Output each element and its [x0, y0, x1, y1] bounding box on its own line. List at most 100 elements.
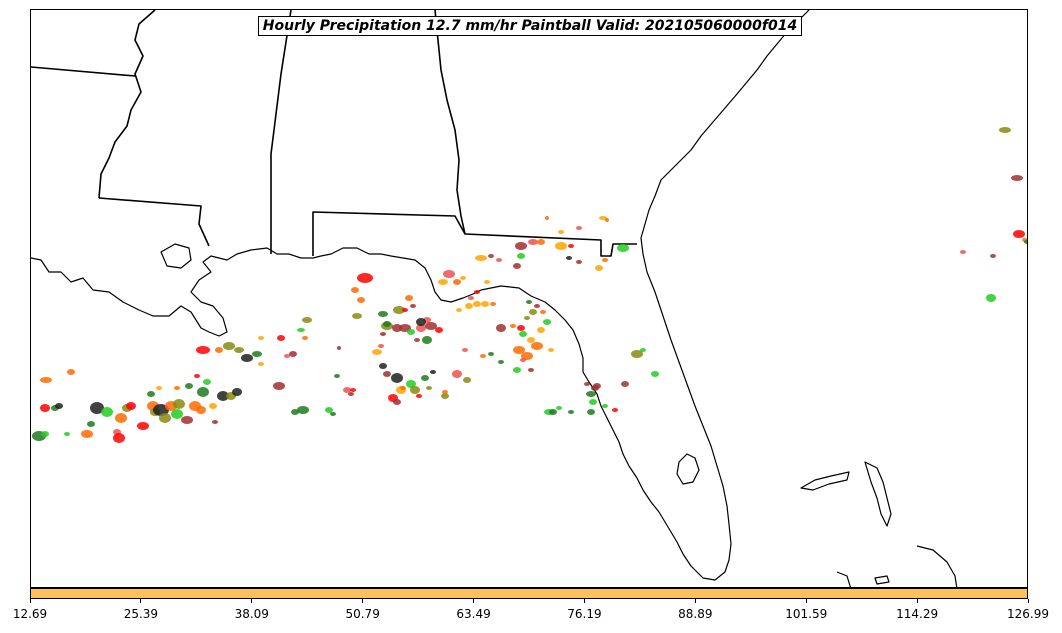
- precip-blob: [498, 360, 504, 364]
- precip-blob: [425, 322, 437, 330]
- precip-blob: [496, 258, 502, 262]
- precip-blob: [441, 393, 449, 399]
- precip-blob: [90, 402, 104, 414]
- bahamas-island-1: [800, 471, 850, 491]
- colorbar-tick: [694, 599, 696, 603]
- precip-blob: [480, 354, 486, 358]
- colorbar-tick: [805, 599, 807, 603]
- precip-blob: [617, 244, 629, 252]
- precip-blob: [462, 348, 468, 352]
- precip-blob: [297, 406, 309, 414]
- precip-blob: [101, 407, 113, 417]
- precip-blob: [64, 432, 70, 436]
- precip-blob: [545, 216, 549, 220]
- precip-blob: [999, 127, 1011, 133]
- precip-blob: [55, 403, 63, 409]
- precip-blob: [474, 290, 480, 294]
- precip-blob: [540, 310, 546, 314]
- precip-blob: [87, 421, 95, 427]
- mississippi-alabama-border: [270, 10, 292, 254]
- colorbar-tick-label: 63.49: [456, 607, 491, 621]
- precip-blob: [421, 375, 429, 381]
- precip-blob: [383, 371, 391, 377]
- bahamas-island-3: [916, 545, 958, 587]
- precip-blob: [548, 348, 554, 352]
- precip-blob: [159, 413, 171, 423]
- precip-blob: [631, 350, 643, 358]
- precip-blob: [528, 239, 538, 245]
- precip-blob: [380, 332, 386, 336]
- precip-blob: [252, 351, 262, 357]
- precip-blob: [223, 342, 235, 350]
- precip-blob: [416, 318, 426, 326]
- precip-blob: [410, 386, 420, 394]
- precip-blob: [990, 254, 996, 258]
- precip-blob: [515, 242, 527, 250]
- precip-blob: [986, 294, 996, 302]
- precip-blob: [402, 308, 408, 312]
- precip-blob: [531, 342, 543, 350]
- colorbar-tick-label: 50.79: [345, 607, 380, 621]
- precip-blob: [529, 309, 537, 315]
- precip-blob: [468, 296, 474, 300]
- precip-blob: [232, 388, 242, 396]
- precip-blob: [481, 301, 489, 307]
- precip-blob: [1011, 175, 1023, 181]
- precip-blob: [406, 380, 416, 388]
- precip-blob: [416, 394, 422, 398]
- precip-blob: [126, 402, 136, 410]
- precip-blob: [258, 362, 264, 366]
- precip-blob: [277, 335, 285, 341]
- precip-blob: [510, 324, 516, 328]
- precip-blob: [194, 374, 200, 378]
- precip-blob: [81, 430, 93, 438]
- precip-blob: [215, 347, 223, 353]
- precip-blob: [378, 311, 388, 317]
- precip-blob: [203, 379, 211, 385]
- precip-blob: [496, 324, 506, 332]
- precip-blob: [325, 407, 333, 413]
- bahamas-island-5: [874, 575, 890, 585]
- precip-blob: [520, 358, 526, 362]
- precip-blob: [584, 382, 590, 386]
- precip-blob: [621, 381, 629, 387]
- precip-blob: [302, 317, 312, 323]
- precip-blob: [351, 287, 359, 293]
- florida-coastline: [480, 10, 810, 581]
- precip-blob: [576, 260, 582, 264]
- precip-blob: [475, 255, 487, 261]
- precip-blob: [40, 377, 52, 383]
- colorbar-tick: [916, 599, 918, 603]
- precip-blob: [558, 230, 564, 234]
- precip-blob: [258, 336, 264, 340]
- precip-blob: [460, 276, 466, 280]
- precip-blob: [435, 327, 443, 333]
- precip-blob: [297, 328, 305, 332]
- precip-blob: [67, 369, 75, 375]
- precip-blob: [343, 387, 351, 393]
- precip-blob: [40, 404, 50, 412]
- colorbar-tick: [473, 599, 475, 603]
- precip-blob: [147, 391, 155, 397]
- precip-blob: [41, 431, 49, 437]
- precip-blob: [284, 354, 290, 358]
- map-canvas: [31, 10, 1027, 587]
- precip-blob: [651, 371, 659, 377]
- precip-blob: [334, 374, 340, 378]
- colorbar-tick-label: 114.29: [896, 607, 939, 621]
- precip-blob: [589, 399, 597, 405]
- precip-blob: [960, 250, 966, 254]
- precip-blob: [543, 319, 551, 325]
- precip-blob: [593, 383, 601, 389]
- precip-blob: [586, 391, 596, 397]
- bahamas-island-2: [864, 461, 892, 527]
- precip-blob: [196, 346, 210, 354]
- precip-blob: [587, 409, 595, 415]
- precip-blob: [357, 297, 365, 303]
- precip-blob: [442, 390, 448, 394]
- precip-blob: [137, 422, 149, 430]
- colorbar-tick: [29, 599, 31, 603]
- precip-blob: [513, 263, 521, 269]
- bahamas-island-4: [836, 571, 852, 587]
- colorbar-tick: [1027, 599, 1029, 603]
